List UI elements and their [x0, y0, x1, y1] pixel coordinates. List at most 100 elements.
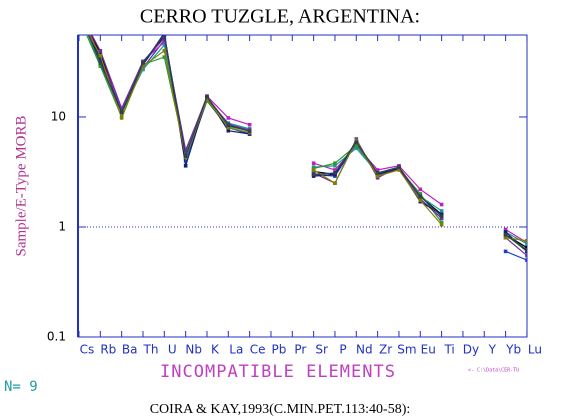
plot-frame: [77, 34, 528, 338]
data-point: [226, 125, 231, 130]
data-point: [205, 97, 209, 102]
data-point: [183, 163, 188, 168]
data-point: [119, 116, 124, 120]
x-tick-label: Pr: [294, 343, 306, 357]
data-point: [439, 220, 444, 225]
y-tick-label: 10: [51, 109, 66, 123]
data-point: [333, 163, 337, 168]
series-line: [90, 35, 527, 249]
data-point: [141, 67, 145, 72]
x-tick-label: Sm: [397, 343, 416, 357]
data-point: [503, 235, 508, 240]
series-line: [88, 35, 527, 252]
data-point: [98, 53, 103, 58]
data-point: [439, 216, 444, 221]
data-point: [205, 94, 209, 99]
x-tick-label: Zr: [379, 343, 392, 357]
data-point: [183, 158, 188, 163]
data-point: [77, 10, 81, 14]
footer: COIRA & KAY,1993(C.MIN.PET.113:40-58):: [150, 402, 411, 417]
x-tick-label: Cs: [80, 343, 95, 357]
data-point: [226, 116, 231, 120]
data-point: [439, 222, 444, 227]
x-tick-label: Ba: [122, 343, 138, 357]
data-point: [354, 140, 359, 144]
plot-area: [77, 8, 527, 262]
data-point: [98, 61, 103, 65]
data-point: [311, 172, 316, 177]
count-label: N= 9: [4, 379, 38, 395]
data-point: [503, 230, 508, 234]
x-tick-label: Sr: [315, 343, 328, 357]
data-point: [439, 212, 444, 217]
y-tick-label: 0.1: [47, 330, 66, 344]
data-point: [98, 64, 103, 68]
data-point: [354, 143, 359, 148]
data-point: [77, 9, 81, 13]
data-point: [141, 61, 145, 65]
data-point: [183, 154, 188, 158]
x-tick-label: Nb: [185, 343, 202, 357]
data-point: [439, 209, 444, 213]
data-point: [525, 238, 527, 243]
data-point: [98, 51, 103, 55]
data-point: [77, 13, 81, 17]
data-point: [247, 129, 252, 134]
data-point: [375, 171, 380, 175]
x-tick-label: La: [229, 343, 243, 357]
data-point: [226, 128, 231, 133]
x-tick-label: K: [211, 343, 220, 357]
file-label: <- C:\Data\CER-TU: [468, 368, 519, 374]
data-point: [162, 48, 167, 53]
data-point: [98, 48, 103, 53]
data-point: [98, 56, 103, 61]
data-point: [418, 198, 423, 203]
x-tick-label: Ti: [443, 343, 454, 357]
data-point: [418, 192, 423, 196]
data-point: [525, 248, 527, 252]
data-point: [333, 161, 337, 165]
x-tick-label: Yb: [505, 343, 521, 357]
data-point: [525, 242, 527, 246]
x-tick-label: P: [339, 343, 346, 357]
data-point: [163, 31, 167, 35]
data-point: [119, 110, 124, 115]
x-tick-label: Lu: [528, 343, 542, 357]
data-point: [311, 161, 316, 165]
x-axis-label: INCOMPATIBLE ELEMENTS: [160, 362, 396, 382]
data-point: [162, 55, 167, 59]
x-tick-label: Ce: [250, 343, 266, 357]
data-point: [397, 165, 401, 169]
data-point: [77, 10, 81, 14]
x-tick-label: Th: [143, 343, 159, 357]
series-line: [91, 35, 527, 257]
data-point: [503, 232, 508, 237]
data-point: [418, 187, 423, 192]
data-point: [77, 8, 81, 12]
x-tick-label: Nd: [356, 343, 373, 357]
data-point: [503, 249, 508, 254]
data-point: [226, 123, 231, 128]
y-tick-label: 1: [58, 219, 66, 233]
data-point: [162, 40, 167, 44]
data-point: [439, 202, 444, 207]
x-tick-label: Pb: [272, 343, 287, 357]
data-point: [354, 146, 359, 151]
data-point: [375, 168, 380, 172]
series-line: [87, 35, 527, 251]
data-point: [119, 108, 124, 113]
data-point: [162, 43, 167, 47]
data-point: [119, 106, 124, 111]
y-axis-label: Sample/E-Type MORB: [13, 115, 29, 256]
series-line: [87, 35, 527, 245]
data-point: [333, 181, 337, 186]
data-point: [418, 194, 423, 199]
data-point: [439, 214, 444, 219]
data-point: [525, 245, 527, 250]
series-line: [88, 35, 527, 242]
x-tick-label: Eu: [421, 343, 436, 357]
series-line: [85, 35, 527, 252]
data-point: [77, 11, 81, 15]
